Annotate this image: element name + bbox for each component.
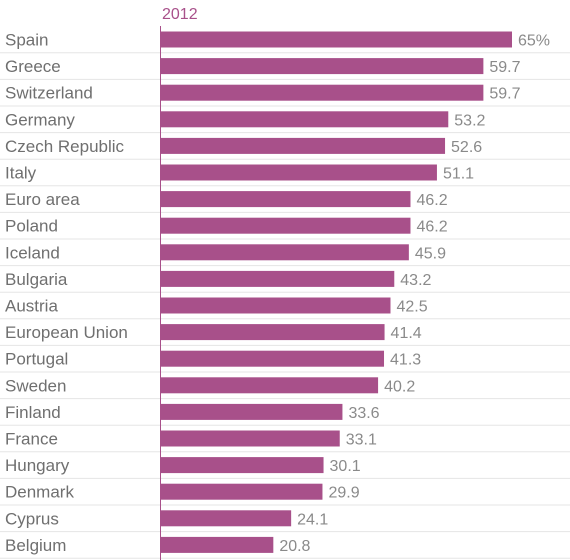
category-label: Hungary — [5, 456, 70, 475]
category-label: Austria — [5, 297, 58, 316]
value-label: 41.3 — [390, 352, 421, 369]
bar — [161, 244, 409, 261]
bar — [161, 377, 379, 394]
bar — [161, 191, 411, 208]
category-label: Euro area — [5, 190, 80, 209]
category-label: Portugal — [5, 350, 68, 369]
value-label: 33.1 — [346, 432, 377, 449]
value-label: 33.6 — [348, 405, 379, 422]
value-label: 51.1 — [443, 166, 474, 183]
grid-lines — [0, 52, 570, 559]
value-label: 52.6 — [451, 139, 482, 156]
bar — [161, 31, 512, 48]
category-label: Sweden — [5, 376, 66, 395]
bar — [161, 483, 323, 500]
value-label: 42.5 — [397, 299, 428, 316]
category-label: Spain — [5, 31, 48, 50]
value-label: 46.2 — [416, 192, 447, 209]
value-label: 46.2 — [416, 219, 447, 236]
value-label: 24.1 — [297, 511, 328, 528]
bar — [161, 536, 274, 553]
category-label: Italy — [5, 164, 37, 183]
bar — [161, 510, 292, 527]
value-label: 20.8 — [279, 538, 310, 555]
category-label: Belgium — [5, 536, 66, 555]
category-label: Cyprus — [5, 509, 59, 528]
category-labels: Spain Greece Switzerland Germany Czech Repub… — [5, 31, 128, 555]
value-label: 30.1 — [330, 458, 361, 475]
value-label: 45.9 — [415, 245, 446, 262]
category-label: Germany — [5, 110, 75, 129]
category-label: Iceland — [5, 243, 60, 262]
bar — [161, 457, 324, 474]
bar — [161, 217, 411, 234]
bar — [161, 111, 449, 128]
series-header: 2012 — [162, 6, 198, 23]
value-label: 59.7 — [489, 86, 520, 103]
bar — [161, 430, 340, 447]
category-label: Finland — [5, 403, 61, 422]
category-label: Poland — [5, 217, 58, 236]
bar — [161, 58, 484, 75]
bar — [161, 137, 446, 154]
bar — [161, 297, 391, 314]
bar — [161, 403, 343, 420]
category-label: Bulgaria — [5, 270, 68, 289]
category-label: France — [5, 430, 58, 449]
category-label: Denmark — [5, 483, 74, 502]
bar — [161, 84, 484, 101]
category-label: Czech Republic — [5, 137, 125, 156]
bar — [161, 164, 437, 181]
value-label: 53.2 — [454, 112, 485, 129]
bars — [161, 31, 512, 553]
value-label: 43.2 — [400, 272, 431, 289]
value-labels: 65%59.759.753.252.651.146.246.245.943.24… — [279, 33, 550, 555]
value-label: 29.9 — [328, 485, 359, 502]
category-label: European Union — [5, 323, 128, 342]
category-label: Greece — [5, 57, 61, 76]
bar — [161, 350, 385, 367]
bar — [161, 270, 395, 287]
value-label: 59.7 — [489, 59, 520, 76]
bar — [161, 324, 385, 341]
value-label: 41.4 — [391, 325, 422, 342]
value-label: 65% — [518, 33, 550, 50]
value-label: 40.2 — [384, 378, 415, 395]
category-label: Switzerland — [5, 84, 93, 103]
